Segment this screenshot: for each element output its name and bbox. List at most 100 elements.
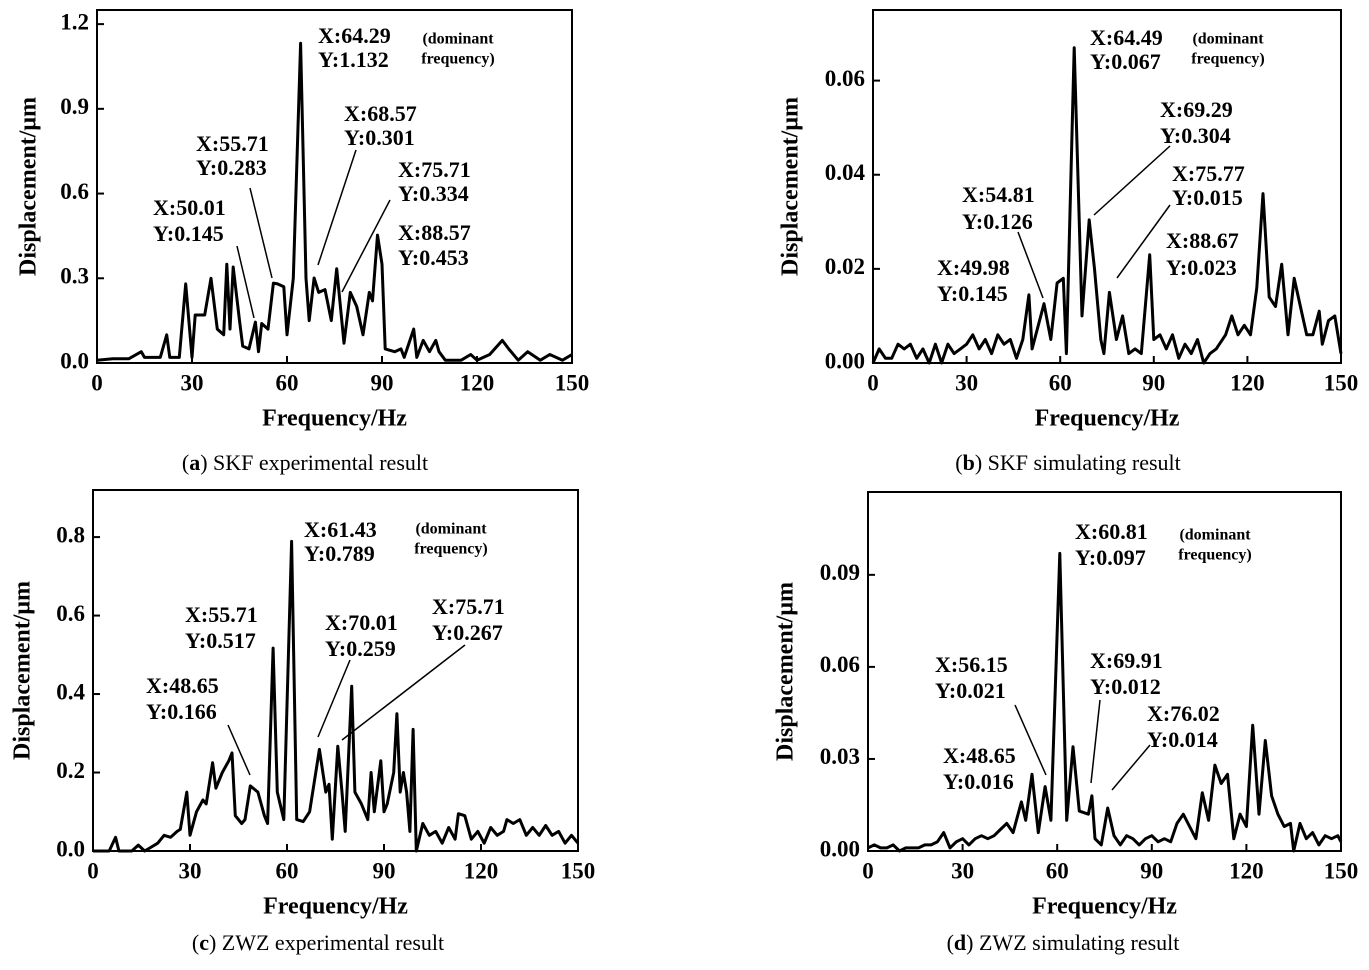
caption-part: d <box>954 930 966 955</box>
x-tick-label: 30 <box>951 858 974 883</box>
annotation-pointer <box>1017 231 1044 299</box>
y-tick-label: 0.00 <box>825 348 865 373</box>
y-tick-label: 0.6 <box>60 179 89 204</box>
x-tick-label: 60 <box>276 858 299 883</box>
annotation: X:49.98 <box>937 255 1010 280</box>
caption-part: ( <box>192 930 199 955</box>
x-axis-label: Frequency/Hz <box>262 406 407 432</box>
annotation-note: (dominant <box>415 521 487 538</box>
x-tick-label: 0 <box>91 370 103 395</box>
panel: 0 30 60 90 120 150 0.0 0.3 0.6 0.9 1.2 Frequency/Hz… <box>16 9 590 475</box>
annotation: X:48.65 <box>146 673 219 698</box>
x-tick-label: 90 <box>1142 370 1165 395</box>
caption-part: ) SKF experimental result <box>200 450 428 475</box>
spectrum-line <box>93 539 580 853</box>
y-axis-label: Displacement/μm <box>16 97 42 276</box>
caption-part: ) ZWZ experimental result <box>209 930 444 955</box>
x-tick-label: 0 <box>862 858 874 883</box>
caption: (c) ZWZ experimental result <box>192 930 444 955</box>
annotation: Y:1.132 <box>318 47 389 72</box>
caption-part: b <box>963 450 975 475</box>
x-tick-label: 120 <box>1230 370 1265 395</box>
annotation: Y:0.259 <box>325 636 396 661</box>
annotation-pointer <box>1090 699 1101 784</box>
caption-part: ( <box>955 450 962 475</box>
caption-part: a <box>189 450 200 475</box>
plot-frame <box>92 489 579 852</box>
x-tick-label: 30 <box>181 370 204 395</box>
annotation: Y:0.145 <box>153 221 224 246</box>
y-tick-label: 1.2 <box>60 9 89 34</box>
annotation: X:55.71 <box>185 602 258 627</box>
annotation: Y:0.021 <box>935 678 1006 703</box>
annotation: Y:0.023 <box>1166 255 1237 280</box>
y-tick-label: 0.0 <box>56 836 85 861</box>
annotation: Y:0.126 <box>962 209 1033 234</box>
plot-frame <box>872 9 1342 364</box>
annotation-note: frequency) <box>414 541 487 558</box>
annotation: X:88.57 <box>398 220 471 245</box>
x-axis-label: Frequency/Hz <box>263 894 408 920</box>
annotation: X:75.71 <box>432 594 505 619</box>
annotation-pointer <box>227 724 251 776</box>
annotation: X:70.01 <box>325 610 398 635</box>
annotation: Y:0.145 <box>937 281 1008 306</box>
y-axis-label: Displacement/μm <box>778 97 804 276</box>
annotation-note: (dominant <box>1179 527 1251 544</box>
annotation-pointer <box>341 644 466 741</box>
y-tick-label: 0.8 <box>56 522 85 547</box>
x-tick-label: 30 <box>179 858 202 883</box>
y-axis-label: Displacement/μm <box>773 582 799 761</box>
y-tick-label: 0.06 <box>825 66 865 91</box>
annotation: Y:0.012 <box>1090 674 1161 699</box>
annotation: Y:0.301 <box>344 125 415 150</box>
annotation-note: frequency) <box>1178 547 1251 564</box>
x-tick-label: 0 <box>867 370 879 395</box>
annotation-pointer <box>317 149 357 266</box>
y-tick-label: 0.03 <box>820 744 860 769</box>
y-tick-label: 0.4 <box>56 679 85 704</box>
annotation: Y:0.304 <box>1160 123 1231 148</box>
annotation: X:68.57 <box>344 101 417 126</box>
caption-part: ) SKF simulating result <box>975 450 1181 475</box>
y-tick-label: 0.2 <box>56 758 85 783</box>
annotation-note: frequency) <box>1191 51 1264 68</box>
y-tick-label: 0.0 <box>60 348 89 373</box>
x-tick-label: 150 <box>1324 370 1359 395</box>
annotation-pointer <box>317 659 351 738</box>
y-tick-label: 0.6 <box>56 601 85 626</box>
annotation: X:76.02 <box>1147 701 1220 726</box>
panel: 0 30 60 90 120 150 0.00 0.03 0.06 0.09 Frequency/H… <box>773 491 1359 955</box>
annotation: Y:0.267 <box>432 620 503 645</box>
x-tick-label: 150 <box>555 370 590 395</box>
x-axis-label: Frequency/Hz <box>1032 894 1177 920</box>
annotation: Y:0.067 <box>1090 49 1161 74</box>
caption: (d) ZWZ simulating result <box>947 930 1180 955</box>
annotation: Y:0.016 <box>943 769 1014 794</box>
caption-part: ( <box>947 930 954 955</box>
caption-part: ) ZWZ simulating result <box>966 930 1179 955</box>
x-tick-label: 150 <box>1324 858 1359 883</box>
annotation-pointer <box>236 245 255 319</box>
spectrum-line <box>871 46 1343 365</box>
plot-frame <box>867 491 1342 852</box>
caption-part: ( <box>182 450 189 475</box>
plot-frame <box>96 9 573 364</box>
annotation: X:64.29 <box>318 23 391 48</box>
annotation-pointer <box>249 187 273 279</box>
spectrum-line <box>96 41 573 362</box>
annotation: X:60.81 <box>1075 519 1148 544</box>
annotation-pointer <box>1014 704 1047 776</box>
panel: 0 30 60 90 120 150 0.00 0.02 0.04 0.06 Frequency/H… <box>778 9 1359 475</box>
annotation-pointer <box>341 199 391 293</box>
annotation: X:61.43 <box>304 517 377 542</box>
x-tick-label: 90 <box>1140 858 1163 883</box>
y-tick-label: 0.09 <box>820 560 860 585</box>
annotation: Y:0.166 <box>146 699 217 724</box>
y-tick-label: 0.00 <box>820 836 860 861</box>
annotation-note: (dominant <box>1192 31 1264 48</box>
y-tick-label: 0.02 <box>825 254 865 279</box>
y-tick-label: 0.9 <box>60 94 89 119</box>
annotation: Y:0.014 <box>1147 727 1218 752</box>
